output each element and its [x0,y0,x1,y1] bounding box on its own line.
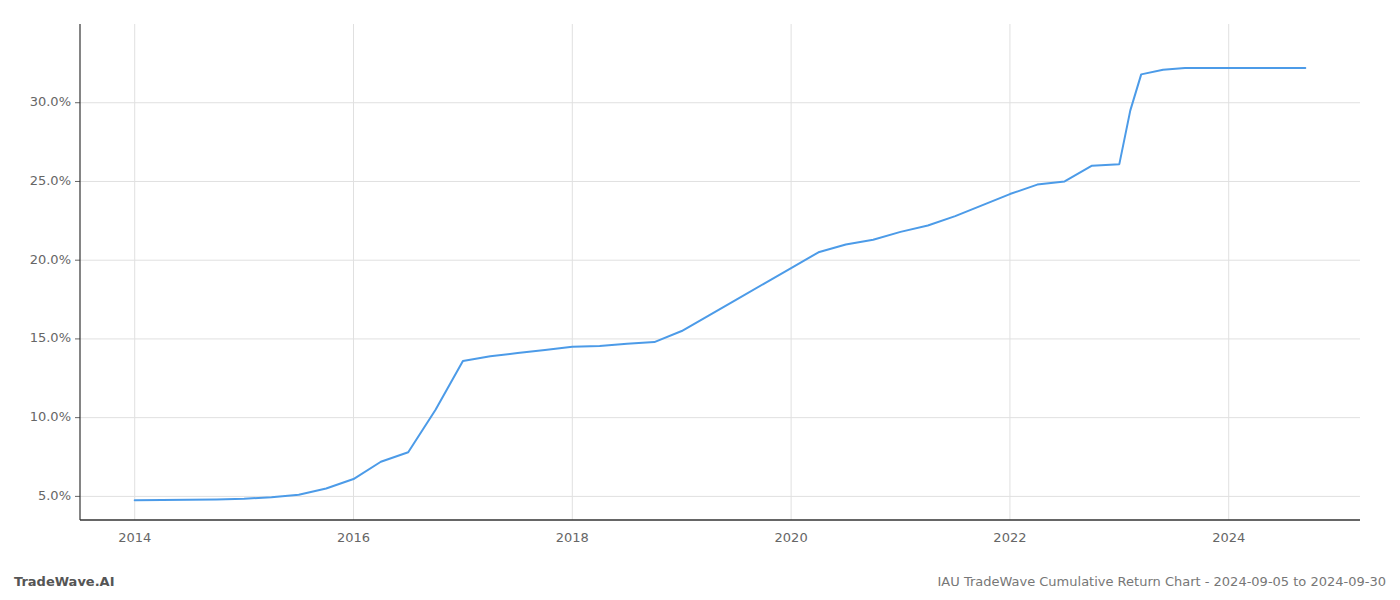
y-grid-line [80,181,1360,182]
y-tick-label: 25.0% [30,173,71,188]
plot-area [135,68,1306,500]
x-axis-line [80,519,1360,521]
chart-svg: 5.0% 10.0% 15.0% 20.0% 25.0% 30.0% 2014 2016 201… [0,0,1400,600]
y-tick-label: 5.0% [38,488,71,503]
x-tick-label: 2022 [993,530,1026,545]
x-tick-label: 2020 [775,530,808,545]
x-grid-line [791,24,792,520]
y-tick-label: 15.0% [30,330,71,345]
x-grid-line [134,24,135,520]
y-tick-label: 20.0% [30,252,71,267]
y-tick-mark [75,417,80,418]
y-grid-line [80,417,1360,418]
chart-container: 5.0% 10.0% 15.0% 20.0% 25.0% 30.0% 2014 2016 201… [0,0,1400,600]
y-tick-label: 30.0% [30,94,71,109]
annotation-left: TradeWave.AI [14,574,115,589]
grid [80,24,1360,520]
data-line [135,68,1306,500]
y-tick-mark [75,496,80,497]
y-tick-mark [75,102,80,103]
y-grid-line [80,102,1360,103]
y-grid-line [80,260,1360,261]
x-grid-line [572,24,573,520]
x-tick-label: 2024 [1212,530,1245,545]
x-tick-label: 2014 [118,530,151,545]
x-tick-label: 2016 [337,530,370,545]
axes: 5.0% 10.0% 15.0% 20.0% 25.0% 30.0% 2014 2016 201… [30,24,1360,545]
y-tick-label: 10.0% [30,409,71,424]
y-axis-line [79,24,80,520]
x-grid-line [1009,24,1010,520]
x-grid-line [353,24,354,520]
annotation-right: IAU TradeWave Cumulative Return Chart - … [938,574,1386,589]
y-grid-line [80,338,1360,339]
y-tick-mark [75,338,80,339]
y-tick-mark [75,260,80,261]
y-tick-mark [75,181,80,182]
x-tick-label: 2018 [556,530,589,545]
x-grid-line [1228,24,1229,520]
